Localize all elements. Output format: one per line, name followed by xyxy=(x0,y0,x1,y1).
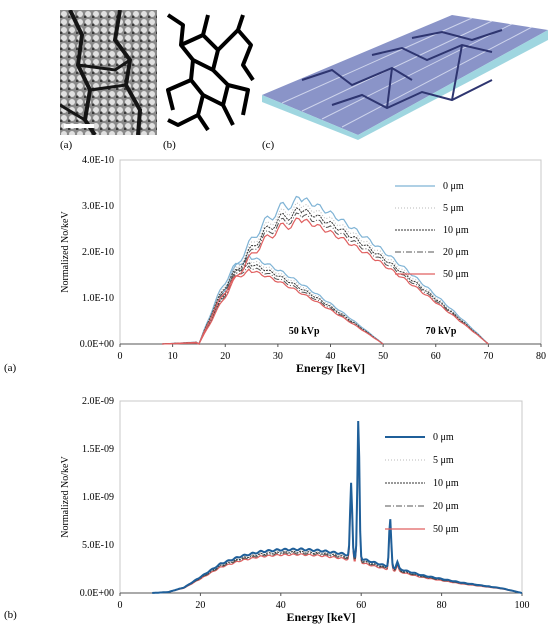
chart-b-x-axis-label: Energy [keV] xyxy=(287,610,356,624)
chart-a-x-axis-label: Energy [keV] xyxy=(296,361,365,375)
crack-binary-image xyxy=(163,10,258,135)
chart-a-x-tick-label: 60 xyxy=(431,351,441,362)
phosphor-3d-model xyxy=(262,10,548,140)
chart-b-series-line xyxy=(152,436,523,594)
top-label-a: (a) xyxy=(60,139,73,151)
chart-b-x-tick-label: 80 xyxy=(437,600,447,611)
chart-b-y-tick-label: 0.0E+00 xyxy=(80,588,114,599)
chart-b-legend-label: 20 μm xyxy=(433,501,459,512)
chart-b-series-line xyxy=(152,420,523,594)
chart-a-y-axis-label: Normalized No/keV xyxy=(60,211,71,293)
chart-b-y-tick-label: 1.0E-09 xyxy=(82,492,114,503)
chart-a-legend-label: 5 μm xyxy=(443,203,464,214)
chart-a-legend-label: 50 μm xyxy=(443,269,469,280)
chart-b-series-line xyxy=(152,431,523,594)
chart-a-x-tick-label: 0 xyxy=(118,351,123,362)
top-label-b: (b) xyxy=(163,139,176,151)
chart-b-legend-label: 50 μm xyxy=(433,524,459,535)
chart-a-annotation-70kvp: 70 kVp xyxy=(426,326,457,337)
chart-b-legend-label: 0 μm xyxy=(433,432,454,443)
chart-a-legend-label: 20 μm xyxy=(443,247,469,258)
chart-a-annotation-50kvp: 50 kVp xyxy=(289,326,320,337)
chart-a-series-70kvp-line xyxy=(162,207,489,345)
chart-b-x-tick-label: 60 xyxy=(356,600,366,611)
chart-a-series-50kvp-line xyxy=(162,261,384,345)
chart-a-y-tick-label: 3.0E-10 xyxy=(82,201,114,212)
chart-a-series-50kvp-line xyxy=(162,265,384,345)
chart-a-y-tick-label: 4.0E-10 xyxy=(82,155,114,166)
chart-a-series-50kvp-line xyxy=(162,254,384,345)
chart-b-x-tick-label: 0 xyxy=(118,600,123,611)
chart-a-y-tick-label: 1.0E-10 xyxy=(82,293,114,304)
chart-a-panel-label: (a) xyxy=(4,362,17,374)
chart-b-x-tick-label: 40 xyxy=(276,600,286,611)
chart-b-plot-area xyxy=(119,400,523,594)
chart-b-y-tick-label: 5.0E-10 xyxy=(82,540,114,551)
chart-a-plot-area xyxy=(119,159,542,345)
chart-a: 0 10 20 30 40 50 60 70 80 0.0E+00 1.0E-10 2.0E-10 3.… xyxy=(60,155,546,375)
chart-b-panel-label: (b) xyxy=(4,609,17,621)
chart-a-x-tick-label: 70 xyxy=(483,351,493,362)
chart-b-y-tick-label: 1.5E-09 xyxy=(82,444,114,455)
chart-b-legend-label: 5 μm xyxy=(433,455,454,466)
chart-a-legend-label: 10 μm xyxy=(443,225,469,236)
chart-a-x-tick-label: 40 xyxy=(326,351,336,362)
chart-a-y-tick-label: 0.0E+00 xyxy=(80,339,114,350)
chart-a-x-tick-label: 20 xyxy=(220,351,230,362)
chart-b: 0 20 40 60 80 100 0.0E+00 5.0E-10 1.0E-09 1.5E-09… xyxy=(60,396,530,624)
chart-b-legend-label: 10 μm xyxy=(433,478,459,489)
chart-a-x-tick-label: 30 xyxy=(273,351,283,362)
chart-b-x-tick-label: 100 xyxy=(515,600,530,611)
chart-b-x-tick-label: 20 xyxy=(195,600,205,611)
chart-b-y-tick-label: 2.0E-09 xyxy=(82,396,114,407)
chart-a-series-50kvp-line xyxy=(162,268,384,345)
microscopy-image xyxy=(60,10,157,135)
chart-b-series-line xyxy=(152,426,523,594)
chart-a-x-tick-label: 80 xyxy=(536,351,546,362)
chart-a-y-tick-label: 2.0E-10 xyxy=(82,247,114,258)
chart-a-series-70kvp-line xyxy=(162,217,489,345)
chart-b-series-line xyxy=(152,441,523,594)
chart-a-x-tick-label: 10 xyxy=(168,351,178,362)
chart-b-y-axis-label: Normalized No/keV xyxy=(60,456,71,538)
top-label-c: (c) xyxy=(262,139,275,151)
chart-a-legend-label: 0 μm xyxy=(443,181,464,192)
chart-a-x-tick-label: 50 xyxy=(378,351,388,362)
